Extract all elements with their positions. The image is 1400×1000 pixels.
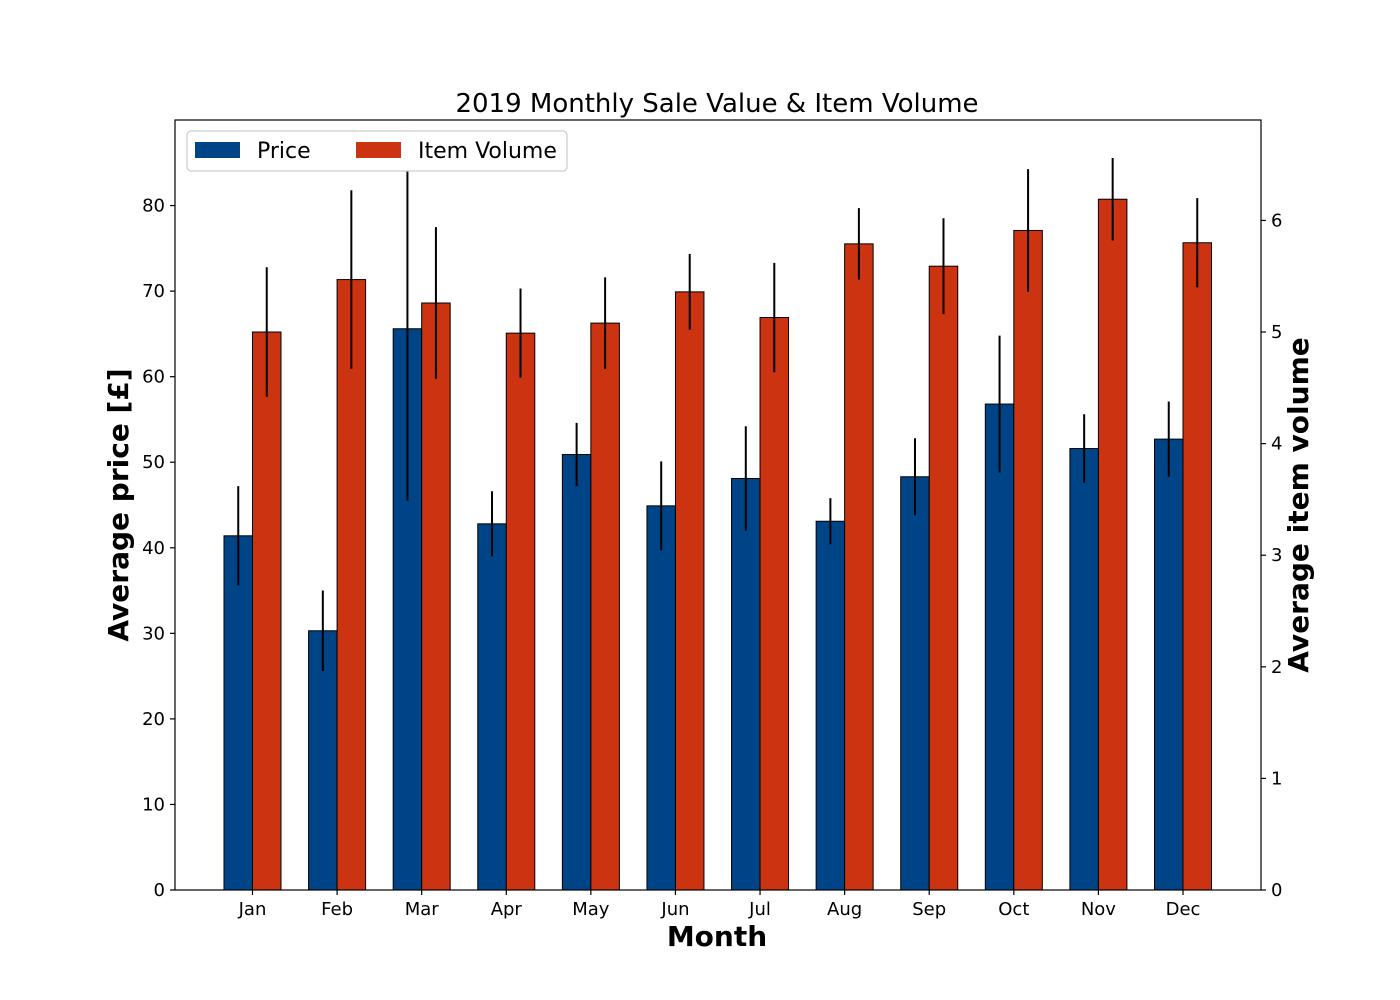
y-right-tick-label: 4	[1271, 434, 1282, 455]
y-right-tick-label: 2	[1271, 657, 1282, 678]
legend: Price Item Volume	[186, 130, 568, 172]
x-tick-label: Apr	[491, 899, 523, 920]
y-axis-right-label: Average item volume	[1282, 337, 1315, 672]
x-tick-label: Jan	[238, 899, 267, 920]
x-tick-label: Nov	[1081, 899, 1116, 920]
chart-title: 2019 Monthly Sale Value & Item Volume	[455, 89, 978, 119]
x-tick-label: Aug	[827, 899, 862, 920]
bar-price-may	[561, 454, 592, 891]
x-tick-label: Mar	[405, 899, 440, 920]
y-left-tick-label: 60	[142, 367, 165, 388]
bar-item-volume-mar	[421, 302, 451, 891]
bar-price-aug	[815, 520, 846, 891]
bar-price-jun	[646, 505, 676, 891]
x-tick-label: Oct	[998, 899, 1029, 920]
x-axis-label: Month	[667, 920, 767, 953]
bar-price-jul	[731, 477, 761, 891]
legend-label-item-volume: Item Volume	[418, 139, 557, 164]
y-left-tick-label: 80	[142, 196, 165, 217]
bar-item-volume-may	[590, 322, 620, 891]
bar-item-volume-jan	[252, 331, 282, 891]
bar-price-jan	[223, 535, 253, 891]
y-right-tick-label: 6	[1271, 210, 1282, 231]
bars-layer	[223, 156, 1212, 891]
bar-price-dec	[1154, 438, 1184, 891]
x-tick-label: Feb	[321, 899, 353, 920]
y-left-tick-label: 10	[142, 794, 165, 815]
bar-price-apr	[477, 523, 507, 891]
y-right-tick-label: 5	[1271, 322, 1282, 343]
bar-item-volume-oct	[1013, 229, 1043, 891]
y-left-tick-label: 40	[142, 538, 165, 559]
bar-item-volume-jul	[759, 317, 790, 891]
axes-layer: Jan Feb Mar Apr May Jun Jul Aug Sep Oct Nov Dec0102…	[142, 119, 1282, 920]
bar-item-volume-jun	[674, 291, 705, 891]
bar-item-volume-feb	[336, 279, 367, 891]
x-tick-label: Dec	[1166, 899, 1201, 920]
y-left-tick-label: 30	[142, 623, 165, 644]
y-left-tick-label: 70	[142, 281, 165, 302]
x-tick-label: Jun	[660, 899, 689, 920]
bar-price-feb	[308, 630, 338, 891]
y-right-tick-label: 3	[1271, 545, 1282, 566]
bar-item-volume-dec	[1182, 242, 1212, 891]
legend-swatch-price	[195, 142, 240, 158]
legend-swatch-item-volume	[356, 142, 401, 158]
x-tick-label: Jul	[748, 899, 771, 920]
bar-item-volume-sep	[928, 265, 959, 891]
y-left-tick-label: 0	[154, 880, 165, 901]
y-left-tick-label: 20	[142, 709, 165, 730]
bar-price-sep	[900, 476, 930, 891]
y-right-tick-label: 0	[1271, 880, 1282, 901]
x-tick-label: Sep	[912, 899, 946, 920]
y-axis-left-label: Average price [£]	[102, 368, 135, 641]
x-tick-label: May	[572, 899, 610, 920]
bar-item-volume-apr	[505, 332, 536, 891]
bar-price-oct	[984, 403, 1015, 891]
plot-frame	[174, 119, 1262, 891]
bar-price-nov	[1069, 448, 1099, 891]
y-left-tick-label: 50	[142, 452, 165, 473]
y-right-tick-label: 1	[1271, 768, 1282, 789]
bar-item-volume-nov	[1097, 198, 1128, 891]
bar-item-volume-aug	[844, 243, 874, 891]
legend-label-price: Price	[257, 139, 311, 164]
